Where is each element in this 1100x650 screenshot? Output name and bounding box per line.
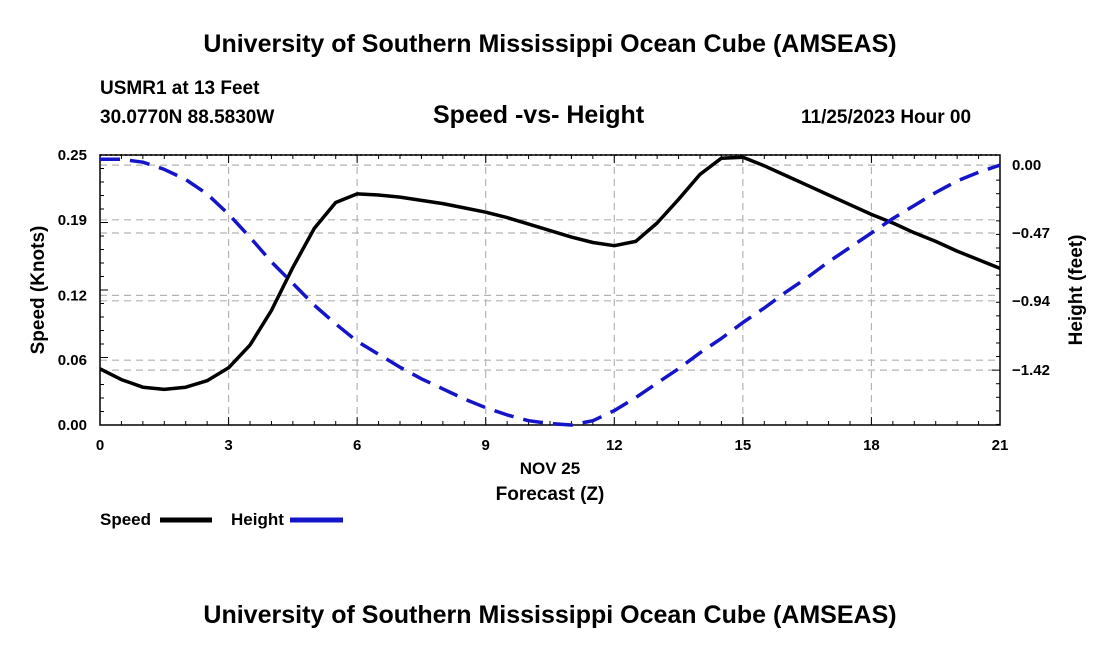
x-tick-label: 21 [992, 437, 1009, 454]
y2-axis-label: Height (feet) [1066, 235, 1087, 346]
series-line-height [100, 157, 1001, 427]
y-tick-label: 0.25 [58, 147, 87, 164]
legend: Speed Height [100, 510, 343, 529]
y2-tick-label: −1.42 [1012, 362, 1050, 379]
y-tick-label: 0.06 [58, 352, 87, 369]
labels-layer: NOV 25 Forecast (Z) Speed (Knots) Height… [28, 226, 1087, 505]
station-label: USMR1 at 13 Feet [100, 78, 260, 99]
series-layer [99, 155, 1001, 427]
grid-layer [100, 155, 1000, 425]
x-tick-label: 9 [482, 437, 490, 454]
axes-layer: 0 3 6 9 12 15 18 21 0.00 0.06 0.12 0.19 0.25 0.00 −0.4… [58, 147, 1051, 454]
x-axis-date-label: NOV 25 [520, 459, 580, 478]
plot-frame [99, 154, 1001, 426]
y-tick-label: 0.12 [58, 287, 87, 304]
y-axis-label: Speed (Knots) [28, 226, 49, 355]
x-axis-label: Forecast (Z) [496, 484, 605, 505]
main-title: University of Southern Mississippi Ocean… [203, 30, 897, 58]
legend-label-height: Height [231, 510, 284, 529]
x-tick-label: 3 [224, 437, 232, 454]
y2-tick-label: 0.00 [1012, 157, 1041, 174]
forecast-datetime: 11/25/2023 Hour 00 [801, 107, 972, 128]
x-tick-label: 18 [863, 437, 880, 454]
chart-title: Speed -vs- Height [433, 101, 645, 129]
y2-tick-label: −0.94 [1012, 293, 1051, 310]
y-tick-label: 0.00 [58, 417, 87, 434]
x-tick-label: 6 [353, 437, 361, 454]
series-line-speed [99, 155, 1001, 392]
footer-title: University of Southern Mississippi Ocean… [203, 601, 897, 629]
y2-tick-label: −0.47 [1012, 225, 1050, 242]
x-tick-label: 15 [735, 437, 752, 454]
x-tick-label: 0 [96, 437, 104, 454]
y-tick-label: 0.19 [58, 212, 87, 229]
legend-label-speed: Speed [100, 510, 151, 529]
station-coordinates: 30.0770N 88.5830W [100, 107, 275, 128]
x-tick-label: 12 [606, 437, 623, 454]
